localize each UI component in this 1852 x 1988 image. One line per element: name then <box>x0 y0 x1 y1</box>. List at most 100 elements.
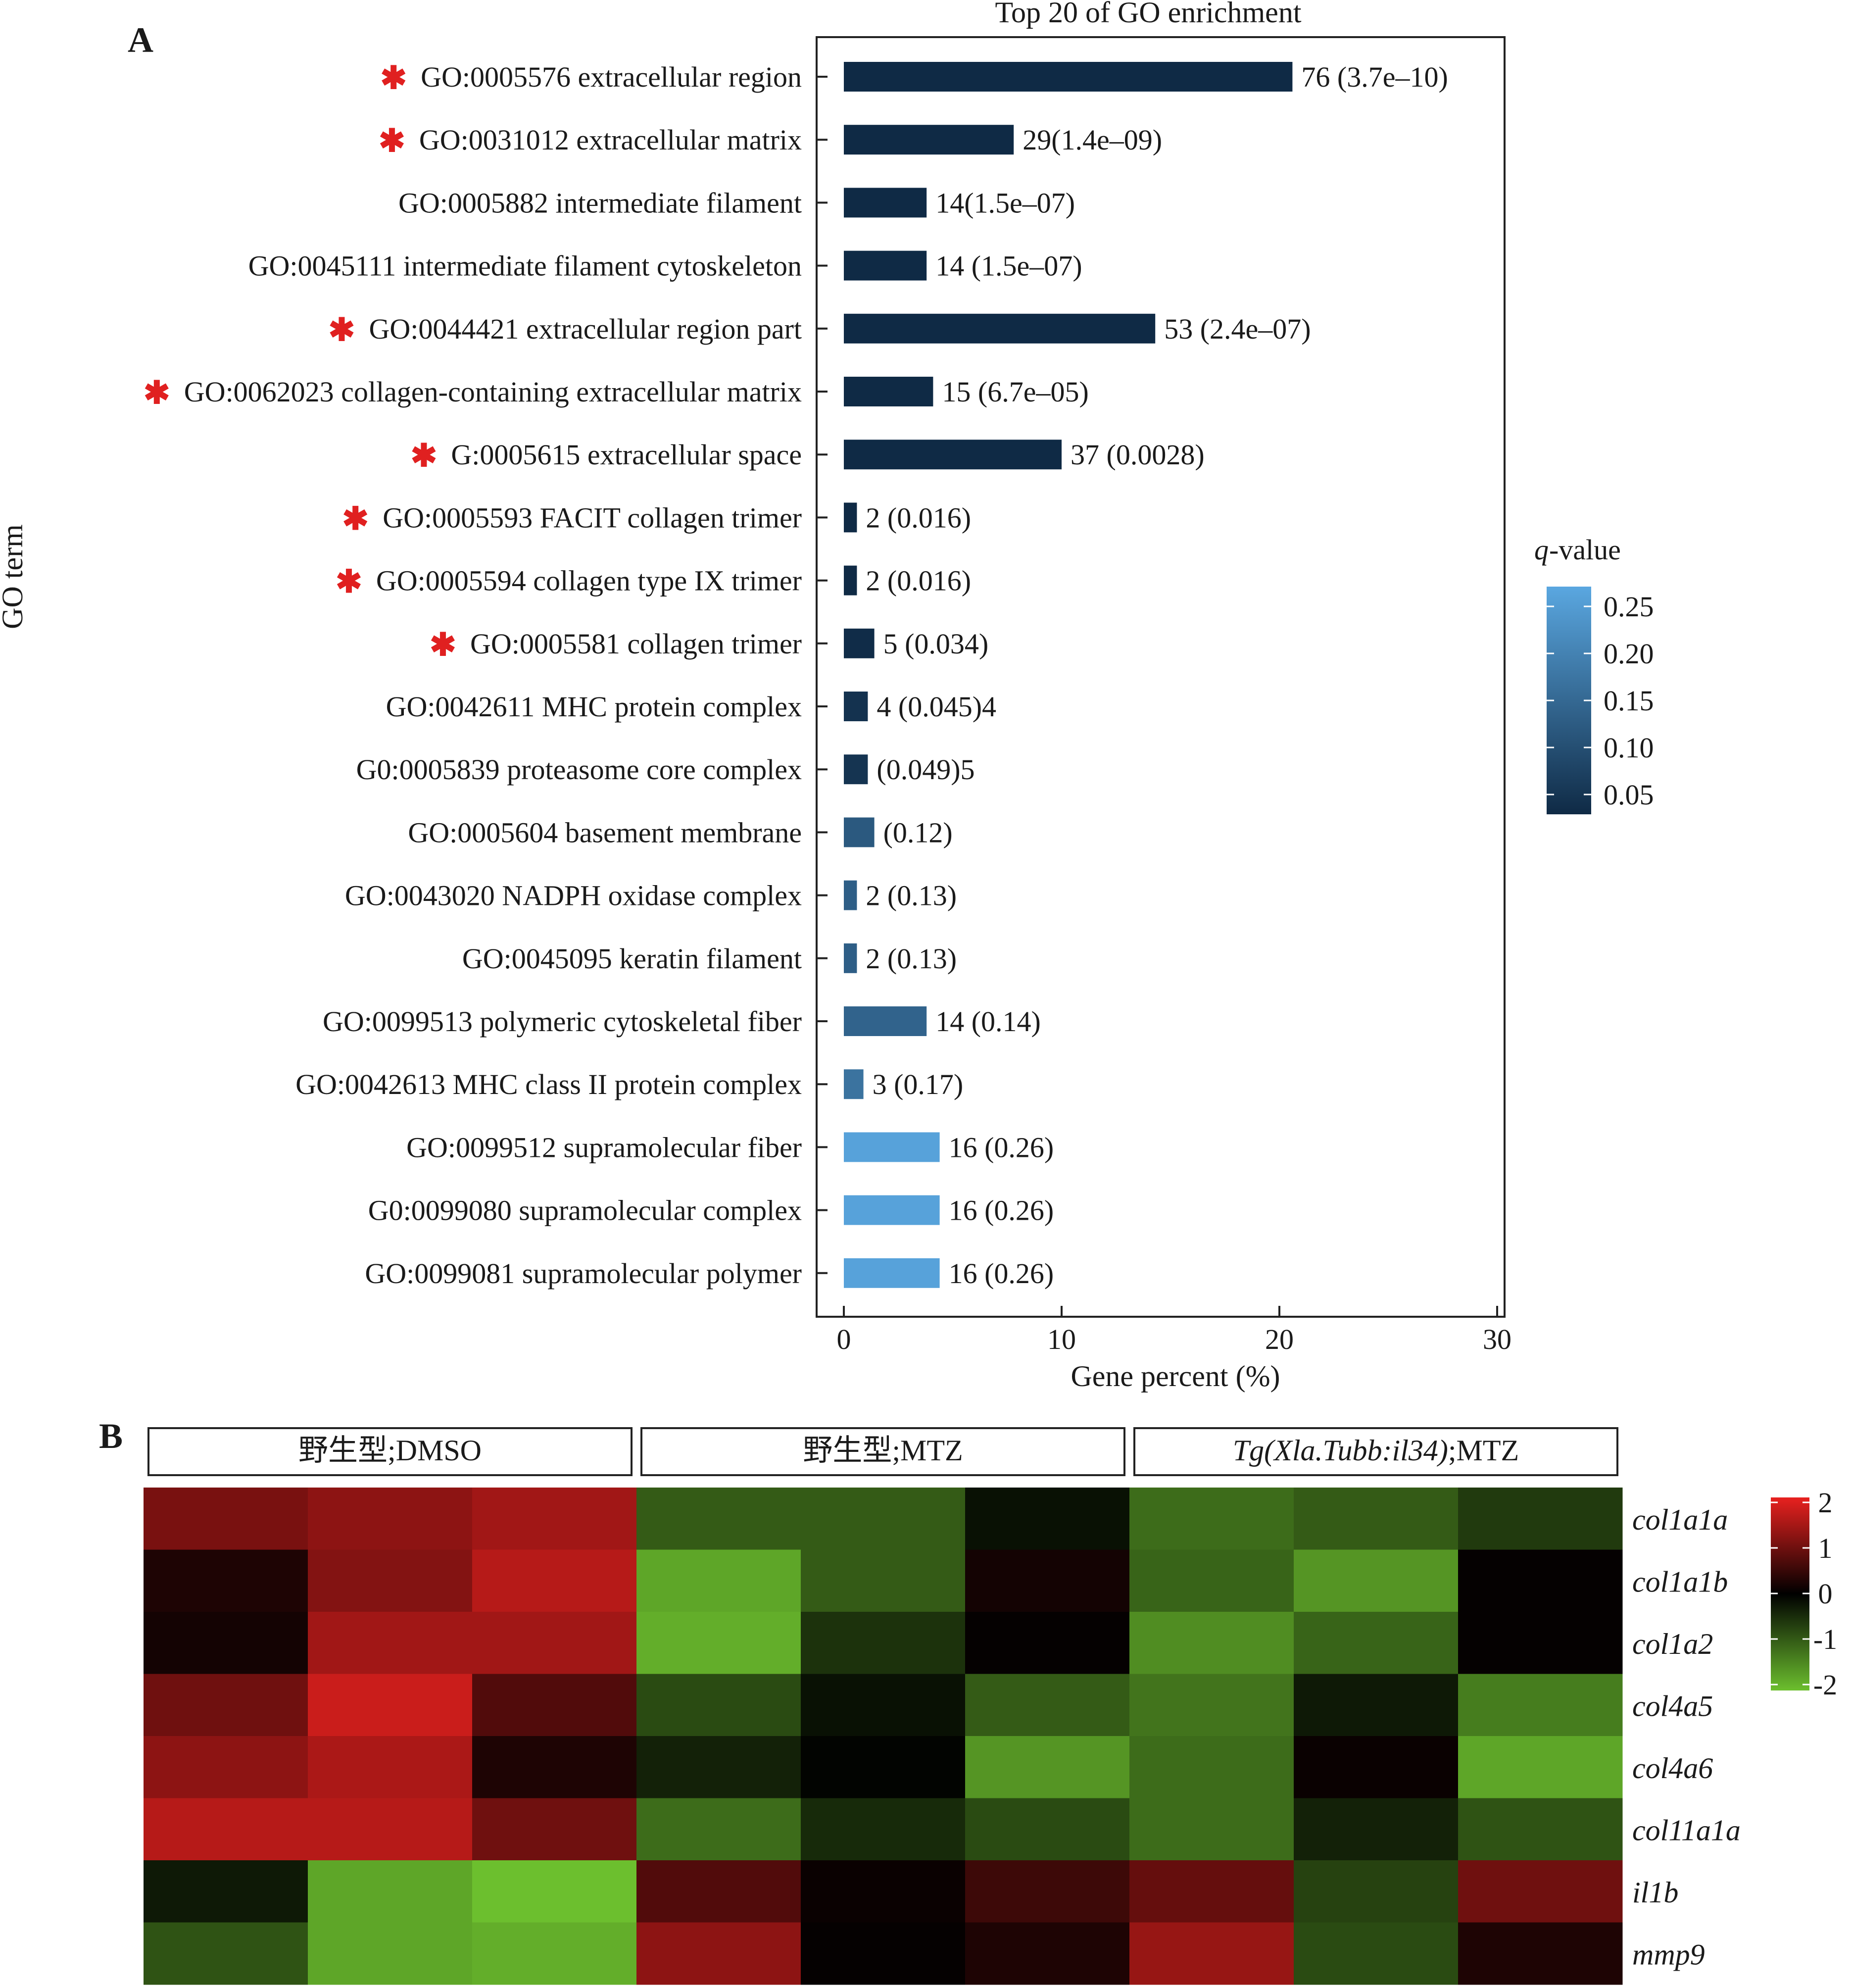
chart-a-bar <box>844 692 868 721</box>
heatmap-cell <box>801 1612 966 1674</box>
chart-a-category-label: GO:0044421 extracellular region part <box>369 313 802 345</box>
chart-a-category-label: GO:0005604 basement membrane <box>408 816 802 848</box>
chart-a-data-label: 2 (0.016) <box>866 565 971 597</box>
colorbar-a-title: -value <box>1549 534 1621 566</box>
heatmap-cell <box>636 1674 801 1737</box>
chart-a-data-label: 5 (0.034) <box>883 628 989 660</box>
heatmap-row-label: col11a1a <box>1632 1814 1741 1846</box>
chart-a-data-label: 14 (1.5e–07) <box>935 250 1082 282</box>
chart-a-bar <box>844 943 857 973</box>
chart-a-y-axis-title: GO term <box>0 524 29 629</box>
heatmap-cell <box>1458 1674 1623 1737</box>
heatmap-cell <box>1458 1488 1623 1550</box>
heatmap-cell <box>965 1612 1130 1674</box>
colorbar-a-title-italic: q <box>1534 534 1549 566</box>
chart-a-bar <box>844 502 857 533</box>
heatmap-cell <box>1294 1612 1459 1674</box>
chart-a-bar <box>844 1132 940 1162</box>
heatmap-cell <box>636 1736 801 1798</box>
heatmap-cell <box>965 1798 1130 1861</box>
chart-a-category-label: GO:0045095 keratin filament <box>462 943 802 975</box>
colorbar-a-tick-label: 0.05 <box>1604 779 1654 811</box>
heatmap-cell <box>308 1674 473 1737</box>
chart-a-category-label: GO:0045111 intermediate filament cytoske… <box>248 250 802 282</box>
heatmap-cell <box>472 1488 637 1550</box>
chart-a-data-label: 2 (0.13) <box>866 943 957 975</box>
chart-a-bar <box>844 440 1062 470</box>
heatmap-cell <box>144 1798 308 1861</box>
heatmap-cell <box>144 1860 308 1923</box>
heatmap-cell <box>1294 1922 1459 1985</box>
chart-a-category-label: GO:0042613 MHC class II protein complex <box>295 1068 802 1100</box>
heatmap-cell <box>1458 1922 1623 1985</box>
chart-a-bar <box>844 817 875 847</box>
chart-a-category-label: G0:0099080 supramolecular complex <box>368 1194 802 1227</box>
heatmap-cell <box>801 1549 966 1612</box>
chart-a-bar <box>844 1195 940 1225</box>
chart-a-data-label: 3 (0.17) <box>873 1068 964 1100</box>
chart-a-bar <box>844 880 857 910</box>
chart-a-category-label: G0:0005839 proteasome core complex <box>356 753 802 786</box>
colorbar-a-tick-label: 0.15 <box>1604 685 1654 717</box>
heatmap-cell <box>472 1860 637 1923</box>
heatmap-group-label: 野生型;MTZ <box>803 1434 963 1467</box>
chart-a-category-label: GO:0005576 extracellular region <box>421 61 802 93</box>
panel-a: A Top 20 of GO enrichment GO term Gene p… <box>0 0 1654 1392</box>
heatmap-cell <box>801 1922 966 1985</box>
chart-a-bar <box>844 628 875 658</box>
heatmap-cell <box>144 1488 308 1550</box>
heatmap-row-label: col1a1a <box>1632 1503 1728 1536</box>
heatmap-cell <box>1294 1798 1459 1861</box>
chart-a-category-label: GO:0062023 collagen-containing extracell… <box>184 376 802 408</box>
chart-a-bar <box>844 313 1156 344</box>
heatmap-cell <box>636 1922 801 1985</box>
heatmap-cell <box>472 1612 637 1674</box>
chart-a-data-label: 16 (0.26) <box>949 1131 1054 1163</box>
chart-a-data-label: (0.12) <box>883 816 953 848</box>
heatmap-group-box <box>147 1427 633 1476</box>
heatmap-cell <box>636 1488 801 1550</box>
chart-a-data-label: 15 (6.7e–05) <box>942 376 1088 408</box>
heatmap-row-label: col1a2 <box>1632 1628 1713 1660</box>
heatmap-cell <box>1129 1860 1294 1923</box>
heatmap-cell <box>965 1922 1130 1985</box>
heatmap-cell <box>801 1674 966 1737</box>
heatmap-cell <box>308 1488 473 1550</box>
heatmap-row-label: mmp9 <box>1632 1938 1705 1971</box>
heatmap-cell <box>965 1488 1130 1550</box>
heatmap-group-label: 野生型;DMSO <box>298 1434 482 1467</box>
significance-star-icon: ✱ <box>342 501 369 536</box>
heatmap-cell <box>1129 1736 1294 1798</box>
chart-a-data-label: 14(1.5e–07) <box>935 187 1075 219</box>
heatmap-group-box <box>640 1427 1125 1476</box>
chart-a-x-tick-label: 20 <box>1265 1323 1294 1355</box>
heatmap-cell <box>472 1798 637 1861</box>
significance-star-icon: ✱ <box>329 312 355 348</box>
chart-a-bar <box>844 188 927 218</box>
chart-a-category-label: G:0005615 extracellular space <box>451 439 802 471</box>
chart-a-bar <box>844 565 857 596</box>
heatmap-cell <box>1129 1488 1294 1550</box>
chart-a-data-label: 29(1.4e–09) <box>1023 124 1162 156</box>
heatmap-cell <box>144 1612 308 1674</box>
chart-a-data-label: 4 (0.045)4 <box>877 691 996 723</box>
colorbar-b-tick-label: -1 <box>1813 1623 1837 1655</box>
heatmap-cell <box>965 1860 1130 1923</box>
heatmap-cell <box>1294 1488 1459 1550</box>
chart-a-bar <box>844 1006 927 1036</box>
colorbar-a-tick-label: 0.20 <box>1604 638 1654 670</box>
chart-a-category-label: GO:0099513 polymeric cytoskeletal fiber <box>323 1005 802 1038</box>
heatmap-cell <box>472 1736 637 1798</box>
heatmap-cell <box>1294 1860 1459 1923</box>
heatmap-row-label: col4a5 <box>1632 1690 1713 1722</box>
colorbar-b-tick-label: -2 <box>1813 1669 1837 1701</box>
heatmap-group-label: Tg(Xla.Tubb:il34);MTZ <box>1233 1434 1519 1467</box>
chart-a-bar <box>844 754 868 785</box>
heatmap-cell <box>1129 1612 1294 1674</box>
heatmap-cell <box>1458 1860 1623 1923</box>
chart-a-category-label: GO:0031012 extracellular matrix <box>419 124 802 156</box>
panel-b: B 野生型;DMSO 野生型;MTZ Tg(Xla.Tubb:il34);MTZ c… <box>99 1416 1837 1985</box>
heatmap-cell <box>1294 1674 1459 1737</box>
chart-a-data-label: 14 (0.14) <box>935 1005 1041 1038</box>
heatmap-cell <box>1129 1922 1294 1985</box>
